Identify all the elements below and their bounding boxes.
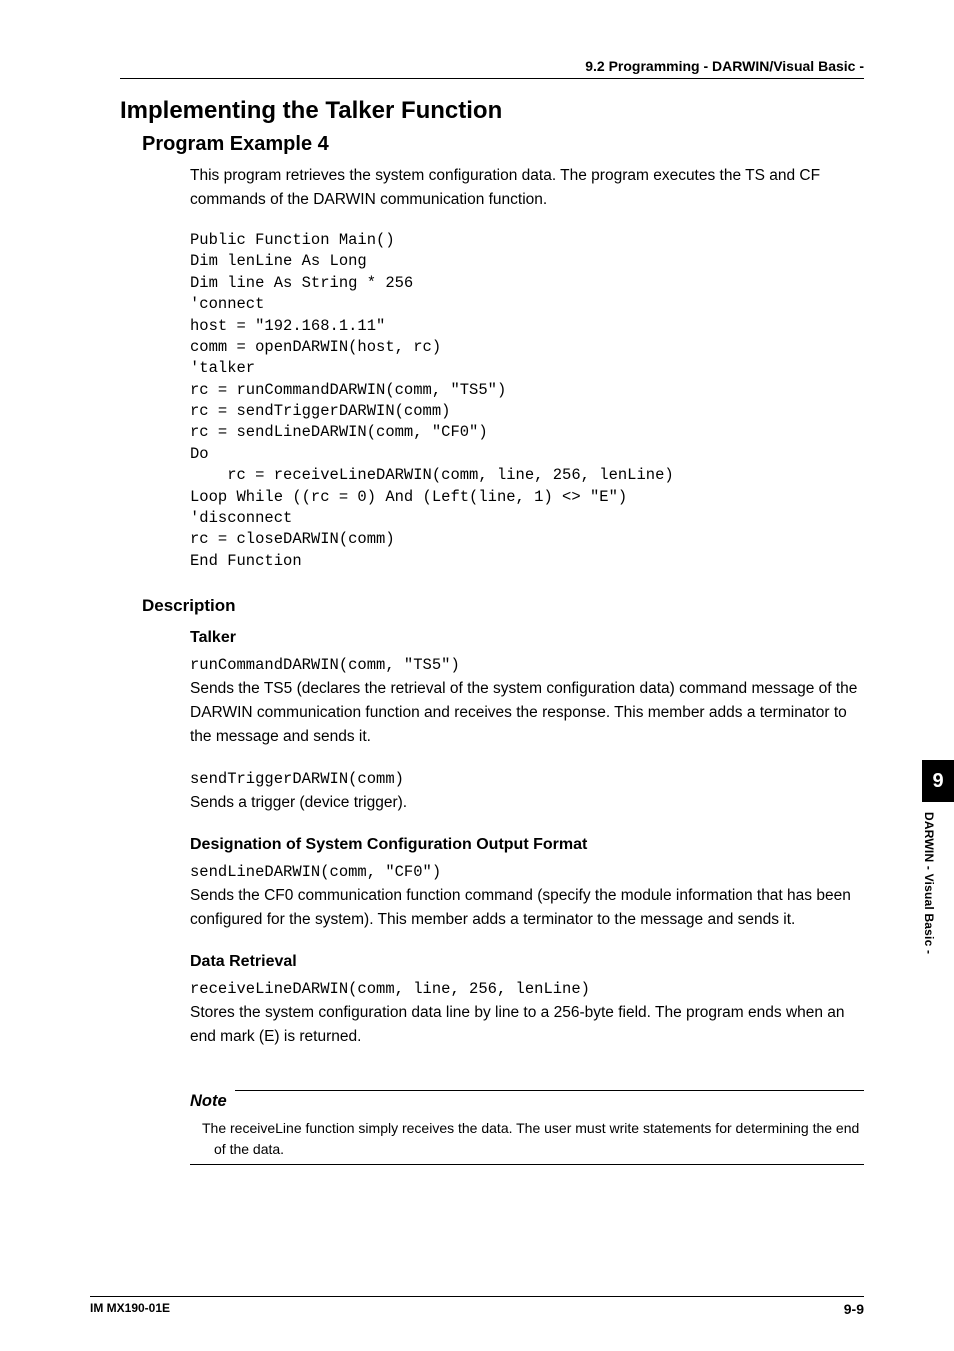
side-tab-number: 9 (922, 760, 954, 802)
talker-heading: Talker (190, 626, 864, 651)
note-rule-bottom (190, 1164, 864, 1165)
retrieval-code: receiveLineDARWIN(comm, line, 256, lenLi… (190, 980, 590, 998)
designation-heading: Designation of System Configuration Outp… (190, 833, 864, 858)
description-heading: Description (142, 596, 864, 616)
intro-paragraph: This program retrieves the system config… (190, 164, 864, 212)
note-header: Note (190, 1067, 864, 1115)
footer-left: IM MX190-01E (90, 1301, 170, 1317)
retrieval-text: Stores the system configuration data lin… (190, 1001, 864, 1049)
talker-text-1: Sends the TS5 (declares the retrieval of… (190, 677, 864, 749)
body: This program retrieves the system config… (190, 164, 864, 572)
designation-text: Sends the CF0 communication function com… (190, 884, 864, 932)
note-label: Note (190, 1089, 227, 1115)
note-text: The receiveLine function simply receives… (190, 1118, 864, 1160)
breadcrumb: 9.2 Programming - DARWIN/Visual Basic - (120, 58, 864, 74)
heading-2: Program Example 4 (142, 133, 864, 156)
description-body: Talker runCommandDARWIN(comm, "TS5") Sen… (190, 626, 864, 1165)
top-rule (120, 78, 864, 79)
retrieval-heading: Data Retrieval (190, 950, 864, 975)
heading-1: Implementing the Talker Function (120, 97, 864, 125)
code-block-main: Public Function Main() Dim lenLine As Lo… (190, 230, 864, 572)
footer-page-number: 9-9 (844, 1301, 864, 1317)
talker-text-2: Sends a trigger (device trigger). (190, 791, 864, 815)
side-tab-text: DARWIN - Visual Basic - (922, 802, 944, 954)
page: 9.2 Programming - DARWIN/Visual Basic - … (0, 0, 954, 1165)
talker-code-1: runCommandDARWIN(comm, "TS5") (190, 656, 460, 674)
side-tab: 9 DARWIN - Visual Basic - (922, 760, 954, 954)
designation-code: sendLineDARWIN(comm, "CF0") (190, 863, 441, 881)
talker-code-2: sendTriggerDARWIN(comm) (190, 770, 404, 788)
footer: IM MX190-01E 9-9 (90, 1296, 864, 1317)
note-rule-top (235, 1090, 864, 1091)
